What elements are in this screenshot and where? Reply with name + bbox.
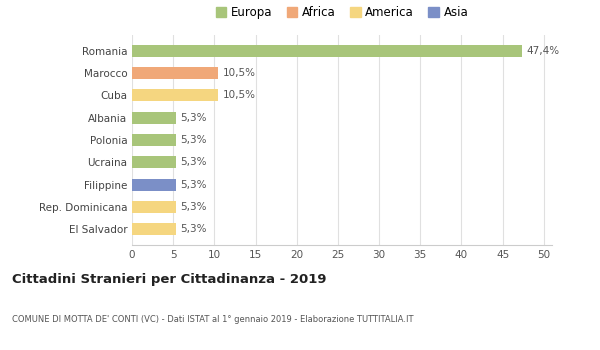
Text: 10,5%: 10,5% — [223, 68, 256, 78]
Bar — [132, 156, 176, 168]
Bar — [132, 89, 218, 101]
Text: 5,3%: 5,3% — [180, 180, 206, 190]
Bar — [132, 178, 176, 191]
Text: 5,3%: 5,3% — [180, 113, 206, 122]
Legend: Europa, Africa, America, Asia: Europa, Africa, America, Asia — [215, 6, 469, 19]
Text: 10,5%: 10,5% — [223, 90, 256, 100]
Bar — [132, 201, 176, 213]
Bar — [132, 134, 176, 146]
Bar — [132, 112, 176, 124]
Text: Cittadini Stranieri per Cittadinanza - 2019: Cittadini Stranieri per Cittadinanza - 2… — [12, 273, 326, 286]
Text: 47,4%: 47,4% — [526, 46, 560, 56]
Text: 5,3%: 5,3% — [180, 158, 206, 167]
Text: 5,3%: 5,3% — [180, 224, 206, 234]
Text: 5,3%: 5,3% — [180, 202, 206, 212]
Bar — [132, 223, 176, 236]
Bar — [132, 67, 218, 79]
Text: 5,3%: 5,3% — [180, 135, 206, 145]
Bar — [132, 44, 523, 57]
Text: COMUNE DI MOTTA DE' CONTI (VC) - Dati ISTAT al 1° gennaio 2019 - Elaborazione TU: COMUNE DI MOTTA DE' CONTI (VC) - Dati IS… — [12, 315, 413, 324]
